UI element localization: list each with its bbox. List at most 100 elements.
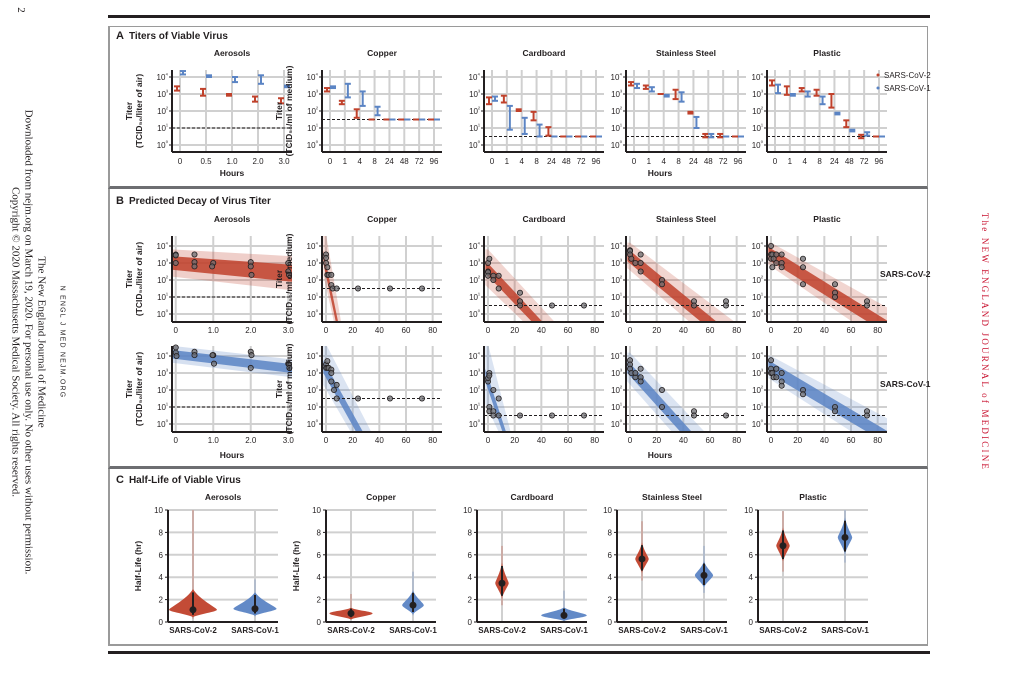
subplot-title: Cardboard [523,214,566,224]
subplot-title: Stainless Steel [656,214,716,224]
band-inner [172,256,292,282]
y-tick-label: 10¹ [752,293,763,302]
x-tick-label: 2.0 [245,326,257,335]
data-point [324,358,331,365]
y-tick-label: 10³ [752,90,763,99]
regression-band [768,242,887,322]
error-bar-sars-cov-2 [717,132,724,139]
data-point [495,285,502,292]
violin-sars-cov-2 [495,545,509,606]
y-axis-label: Half-Life (hr) [133,541,143,592]
x-tick-label: 80 [590,436,599,445]
data-point [723,302,730,309]
panel-c-frame [108,469,928,646]
data-point [659,386,666,393]
x-tick-label: 4 [661,157,666,166]
y-tick-label: 10⁴ [307,241,319,251]
y-tick-label: 10¹ [307,403,318,412]
data-point [637,251,644,258]
data-point [517,302,524,309]
x-tick-label: 20 [510,326,519,335]
x-tick-label: 72 [415,157,424,166]
y-tick-label: 10¹ [752,403,763,412]
data-point [659,281,666,288]
y-tick-label: 10⁰ [469,140,481,150]
x-tick-label: 40 [679,326,688,335]
x-tick-label: 8 [817,157,822,166]
y-tick-label: 10¹ [469,124,480,133]
median-point [700,571,708,579]
data-point [490,276,497,283]
y-tick-label: 10² [611,276,622,285]
y-tick-label: 10⁴ [307,72,319,82]
x-tick-label: 0 [486,436,491,445]
y-tick-label: 4 [317,573,322,582]
x-tick-label: 0 [769,436,774,445]
panel-a-title-text: Titers of Viable Virus [128,31,228,42]
data-point [286,364,293,371]
x-tick-label: SARS-CoV-2 [478,626,526,635]
y-tick-label: 10⁰ [611,309,623,319]
y-tick-label: 10⁰ [752,419,764,429]
error-bar-sars-cov-2 [500,94,507,104]
y-tick-label: 10³ [611,90,622,99]
violin-sars-cov-1 [233,579,277,617]
x-tick-label: 80 [873,436,882,445]
y-axis-label: Titer [124,101,134,120]
error-bar-sars-cov-2 [813,88,820,97]
data-point [770,255,777,262]
data-point [285,271,292,278]
data-point [691,412,698,419]
subplot-title: Aerosols [205,492,242,502]
y-tick-label: 10⁰ [469,309,481,319]
y-tick-label: 10⁰ [307,140,319,150]
x-tick-label: 0 [486,326,491,335]
data-point [354,285,361,292]
panel-a-letter: A [116,30,124,42]
data-point [248,352,255,359]
data-point [333,381,340,388]
y-tick-label: 8 [608,528,613,537]
error-bar-sars-cov-1 [506,104,513,131]
data-point [495,412,502,419]
y-tick-label: 4 [749,573,754,582]
y-axis-label: Titer [124,379,134,398]
row-label: SARS-CoV-2 [880,269,931,279]
error-bar-sars-cov-2 [628,81,634,87]
band-inner [323,360,364,432]
y-tick-label: 0 [749,618,754,627]
data-point [484,272,491,279]
y-tick-label: 6 [608,551,613,560]
y-tick-label: 0 [608,618,613,627]
subplot-title: Stainless Steel [642,492,702,502]
error-bar-sars-cov-1 [206,74,212,78]
y-tick-label: 10 [463,506,472,515]
x-tick-label: 20 [793,326,802,335]
x-tick-label: 60 [402,326,411,335]
error-bar-sars-cov-1 [834,111,841,116]
x-tick-label: 80 [732,326,741,335]
y-tick-label: 4 [468,573,473,582]
y-tick-label: 10⁴ [157,72,169,82]
y-tick-label: 10² [469,386,480,395]
y-tick-label: 10³ [307,259,318,268]
error-bar-sars-cov-1 [819,95,826,106]
panel-a-title: A Titers of Viable Virus [116,30,228,42]
y-tick-label: 10² [157,386,168,395]
subplot-c-stainless-steel: 0 2 4 6 8 10 SARS-CoV-2 SARS-CoV-1 Stainless Ste… [603,492,728,635]
y-tick-label: 10⁴ [469,241,481,251]
subplot-title: Cardboard [511,492,554,502]
error-bar-sars-cov-1 [693,115,700,129]
data-point [330,386,337,393]
data-point [778,369,785,376]
band-outer [485,249,555,322]
bottom-rule [108,651,930,654]
x-tick-label: SARS-CoV-2 [327,626,375,635]
y-tick-label: 10⁴ [611,241,623,251]
subplot-b-stainless-steel-sars-cov-1: 10⁰ 10¹ 10² 10³ 10⁴ 0 20 40 60 80 [611,346,746,445]
data-point [386,285,393,292]
error-bar-sars-cov-1 [180,70,186,76]
data-point [322,254,329,261]
error-bar-sars-cov-2 [324,87,330,93]
x-axis-label: Hours [220,450,245,460]
